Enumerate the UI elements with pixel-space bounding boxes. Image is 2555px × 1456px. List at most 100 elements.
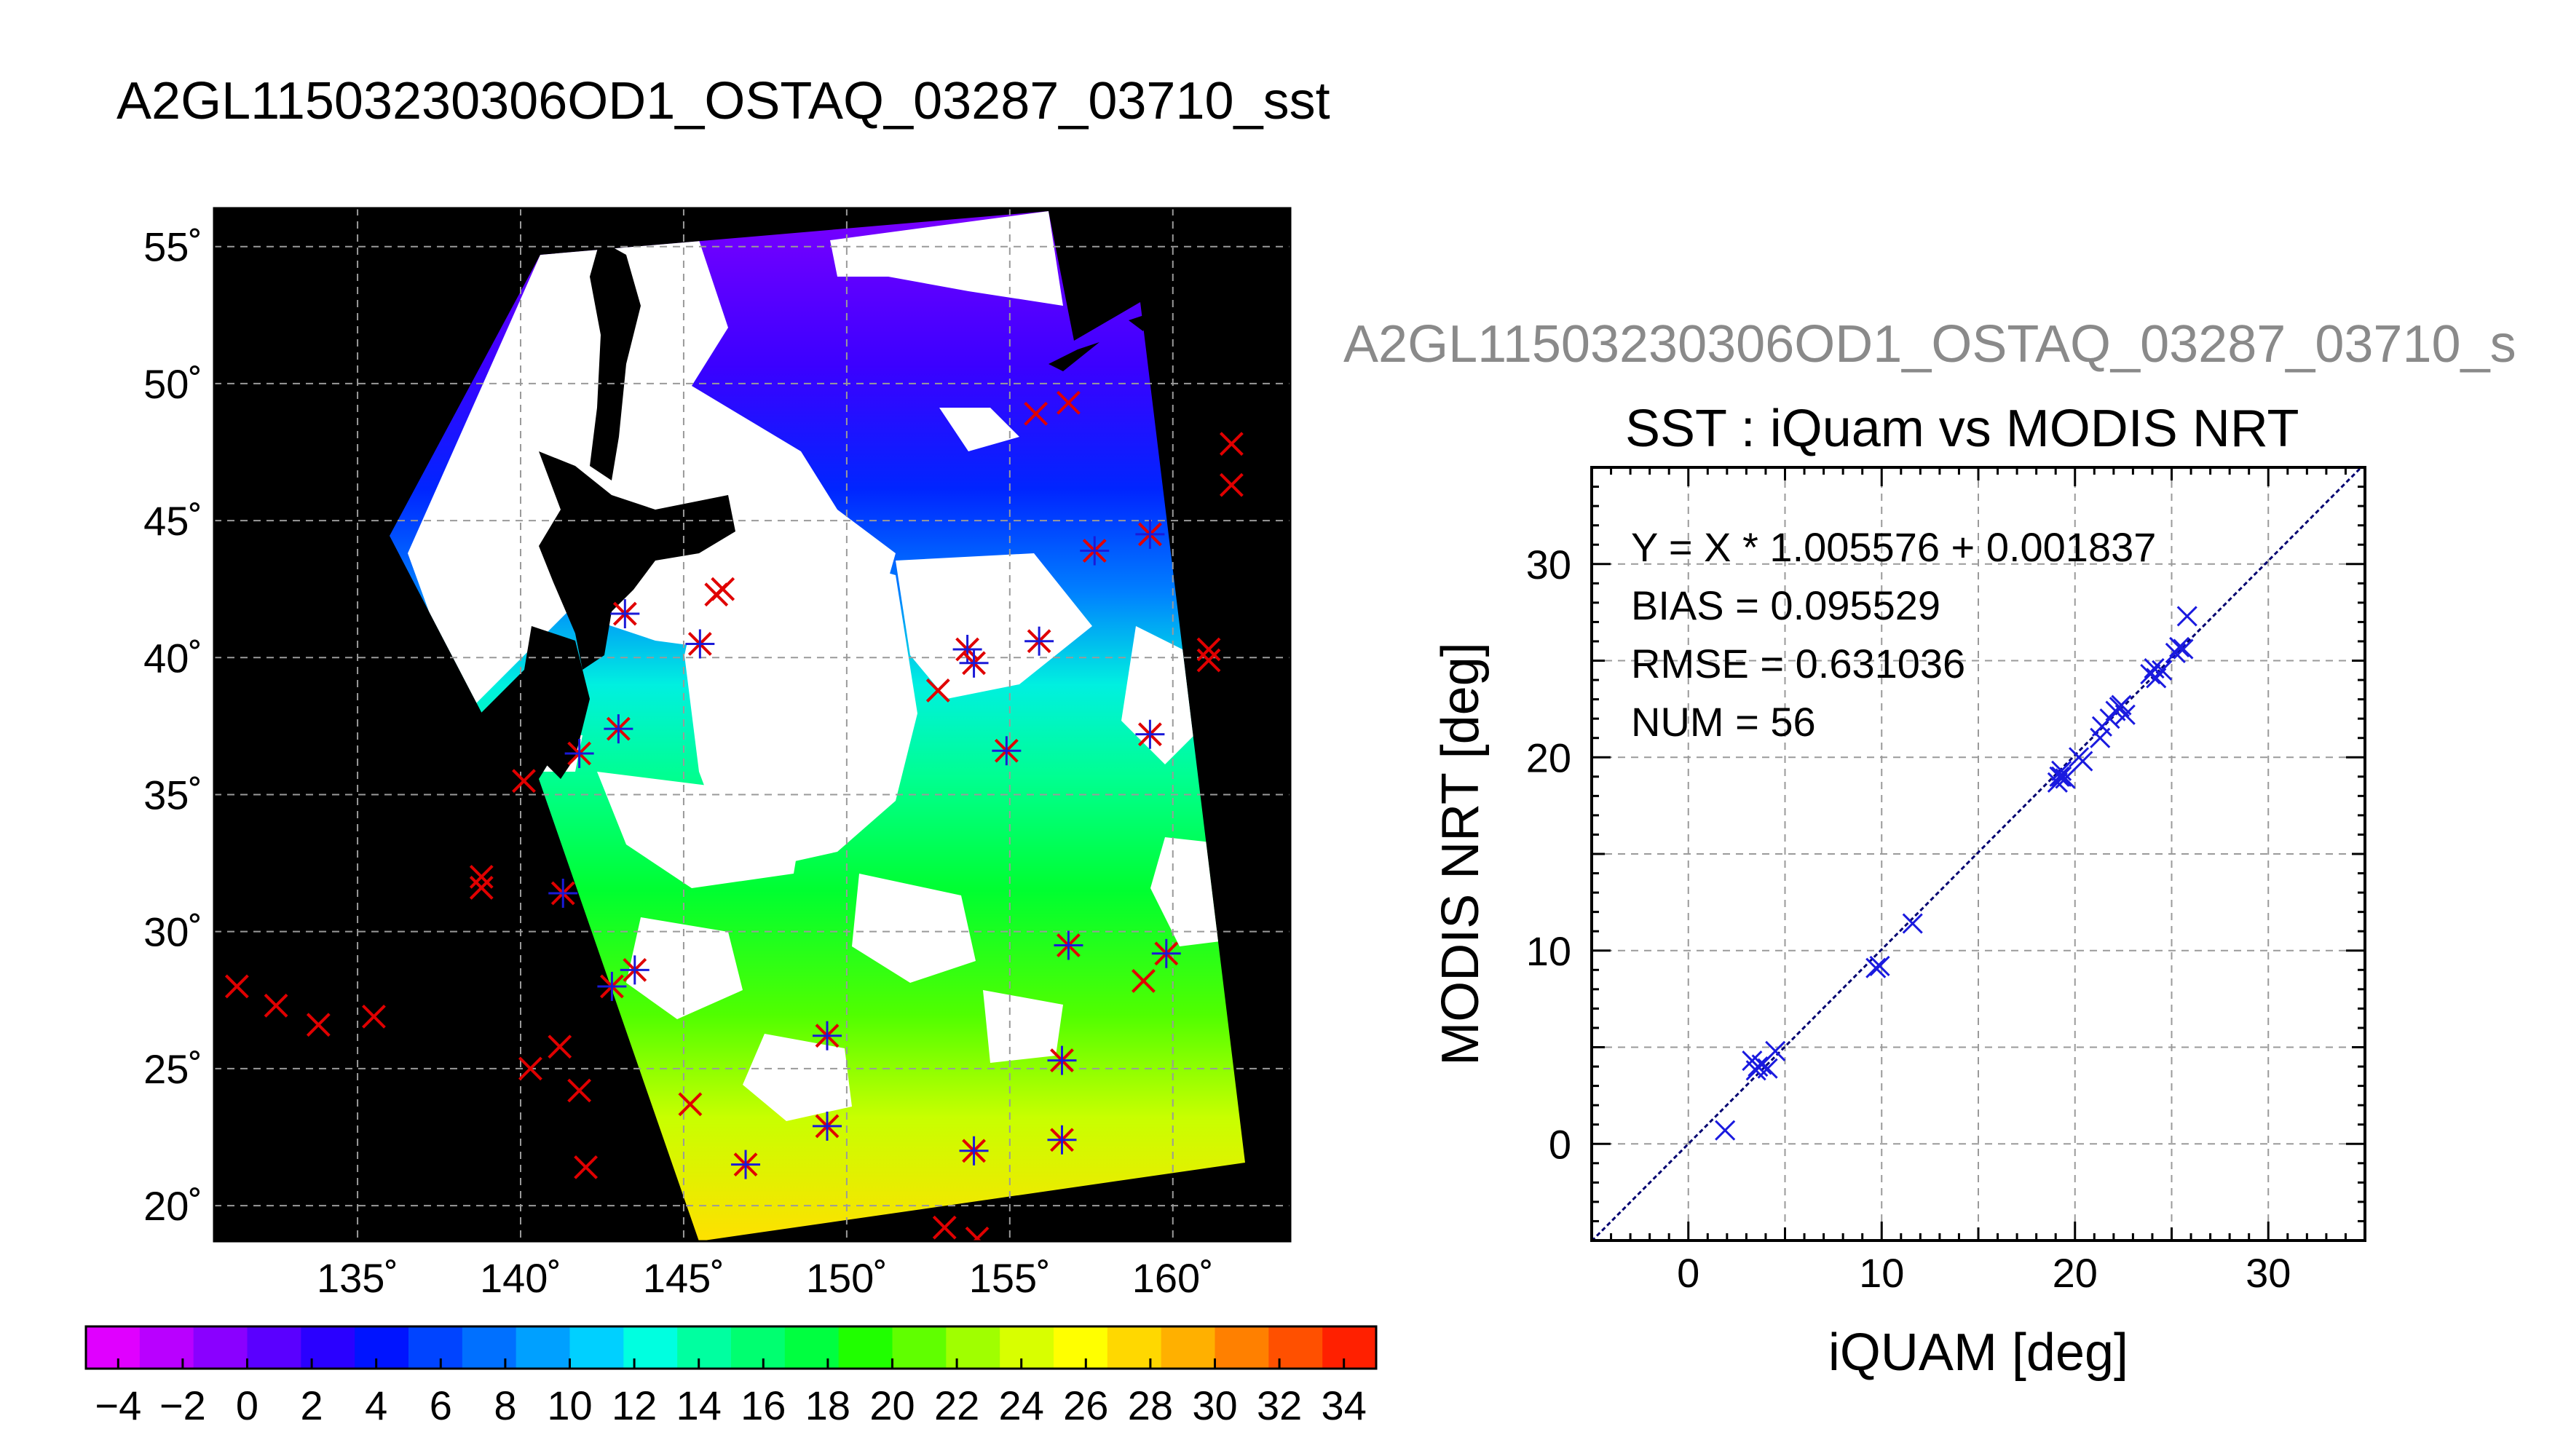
colorbar-tick-label: 28 (1128, 1382, 1173, 1428)
colorbar-segment (623, 1326, 678, 1369)
colorbar-tick-label: 26 (1063, 1382, 1108, 1428)
scatter-points (1715, 606, 2197, 1141)
station-marker (1196, 648, 1221, 673)
colorbar-segment (247, 1326, 301, 1369)
colorbar-tick-label: 2 (301, 1382, 323, 1428)
colorbar-tick-label: 18 (805, 1382, 850, 1428)
y-tick-label: 0 (1549, 1121, 1571, 1167)
colorbar-segment (1215, 1326, 1269, 1369)
station-marker (224, 974, 249, 999)
map-grid (214, 208, 1290, 1241)
secondary-title: A2GL11503230306OD1_OSTAQ_03287_03710_s (1343, 315, 2516, 373)
colorbar-tick-label: 14 (676, 1382, 722, 1428)
latitude-tick-label: 40˚ (143, 635, 202, 681)
colorbar-tick-label: 20 (869, 1382, 915, 1428)
colorbar-tick-labels: −4 −2 0 2 4 6 8 10 12 14 16 18 20 22 24 26 28 30 32 34 (95, 1358, 1367, 1428)
rmse-value: RMSE = 0.631036 (1631, 641, 1966, 687)
colorbar-segment (139, 1326, 194, 1369)
y-tick-label: 30 (1526, 542, 1571, 587)
colorbar-tick-label: −4 (95, 1382, 141, 1428)
station-marker (678, 1092, 703, 1117)
x-tick-labels: 0 10 20 30 (1677, 1250, 2291, 1296)
scatter-point (2173, 638, 2194, 660)
scatter-point (2140, 664, 2161, 685)
station-marker (518, 1056, 542, 1081)
scatter-grid (1592, 467, 2365, 1241)
colorbar-segment (569, 1326, 624, 1369)
colorbar-segment (193, 1326, 248, 1369)
colorbar-tick-label: 16 (741, 1382, 786, 1428)
scatter-point (2144, 658, 2165, 679)
colorbar-segment (1054, 1326, 1108, 1369)
latitude-tick-labels: 55˚ 50˚ 45˚ 40˚ 35˚ 30˚ 25˚ 20˚ (143, 224, 202, 1229)
map-frame (213, 207, 1292, 1243)
scatter-point (1869, 955, 1890, 977)
colorbar-tick-label: 0 (236, 1382, 258, 1428)
scatter-title: SST : iQuam vs MODIS NRT (1625, 400, 2299, 458)
colorbar-segment (355, 1326, 409, 1369)
station-marker (925, 678, 950, 703)
station-markers (224, 390, 1244, 1241)
colorbar-tick-label: −2 (159, 1382, 206, 1428)
longitude-tick-label: 155˚ (969, 1255, 1051, 1301)
scatter-point (1902, 913, 1923, 934)
station-marker (574, 1155, 598, 1179)
fit-line (1592, 467, 2363, 1241)
station-marker (1057, 390, 1081, 415)
scatter-point (1715, 1120, 1736, 1141)
longitude-tick-labels: 135˚ 140˚ 145˚ 150˚ 155˚ 160˚ (317, 1255, 1214, 1301)
station-marker (548, 1034, 572, 1059)
colorbar-segment (1107, 1326, 1162, 1369)
cloud-cover (408, 211, 1238, 1121)
colorbar-segment (1268, 1326, 1323, 1369)
scatter-point (1765, 1040, 1786, 1061)
scatter-point (1757, 1058, 1778, 1079)
x-tick-label: 20 (2053, 1250, 2098, 1296)
scatter-point (2146, 668, 2167, 689)
latitude-tick-label: 55˚ (143, 224, 202, 270)
station-marker (1219, 472, 1244, 497)
colorbar-segment (946, 1326, 1000, 1369)
scatter-point (2055, 768, 2076, 789)
station-marker (469, 876, 494, 900)
colorbar-segment (677, 1326, 732, 1369)
scatter-point (2169, 636, 2190, 657)
scatter-ticks (1592, 467, 2365, 1241)
fit-statistics: Y = X * 1.005576 + 0.001837 BIAS = 0.095… (1631, 518, 2156, 751)
x-tick-label: 30 (2246, 1250, 2291, 1296)
station-marker (1132, 969, 1156, 993)
x-tick-label: 0 (1677, 1250, 1699, 1296)
colorbar-segment (86, 1326, 141, 1369)
station-marker (264, 993, 288, 1018)
x-axis-label: iQUAM [deg] (1828, 1324, 2128, 1382)
colorbar-segment (408, 1326, 463, 1369)
station-marker (567, 1078, 592, 1103)
scatter-point (2049, 766, 2070, 787)
latitude-tick-label: 45˚ (143, 498, 202, 544)
colorbar-tick-label: 4 (365, 1382, 387, 1428)
colorbar (84, 1325, 1378, 1370)
station-marker (972, 1226, 990, 1241)
station-marker (512, 769, 536, 794)
x-tick-label: 10 (1859, 1250, 1904, 1296)
scatter-point (1865, 957, 1887, 978)
station-marker (932, 1215, 957, 1240)
colorbar-segment (731, 1326, 786, 1369)
bias-value: BIAS = 0.095529 (1631, 582, 1941, 628)
latitude-tick-label: 50˚ (143, 361, 202, 407)
station-marker (306, 1013, 331, 1037)
latitude-tick-label: 20˚ (143, 1183, 202, 1229)
longitude-tick-label: 150˚ (806, 1255, 888, 1301)
y-tick-labels: 0 10 20 30 (1526, 542, 1571, 1168)
scatter-point (2114, 704, 2136, 725)
scatter-point (2176, 606, 2197, 627)
colorbar-segment (784, 1326, 840, 1369)
latitude-tick-label: 25˚ (143, 1046, 202, 1092)
scatter-point (2051, 760, 2072, 781)
land (481, 240, 1150, 779)
longitude-tick-label: 145˚ (643, 1255, 724, 1301)
colorbar-segment (516, 1326, 570, 1369)
scatter-point (1748, 1056, 1769, 1077)
scatter-point (2051, 766, 2072, 787)
